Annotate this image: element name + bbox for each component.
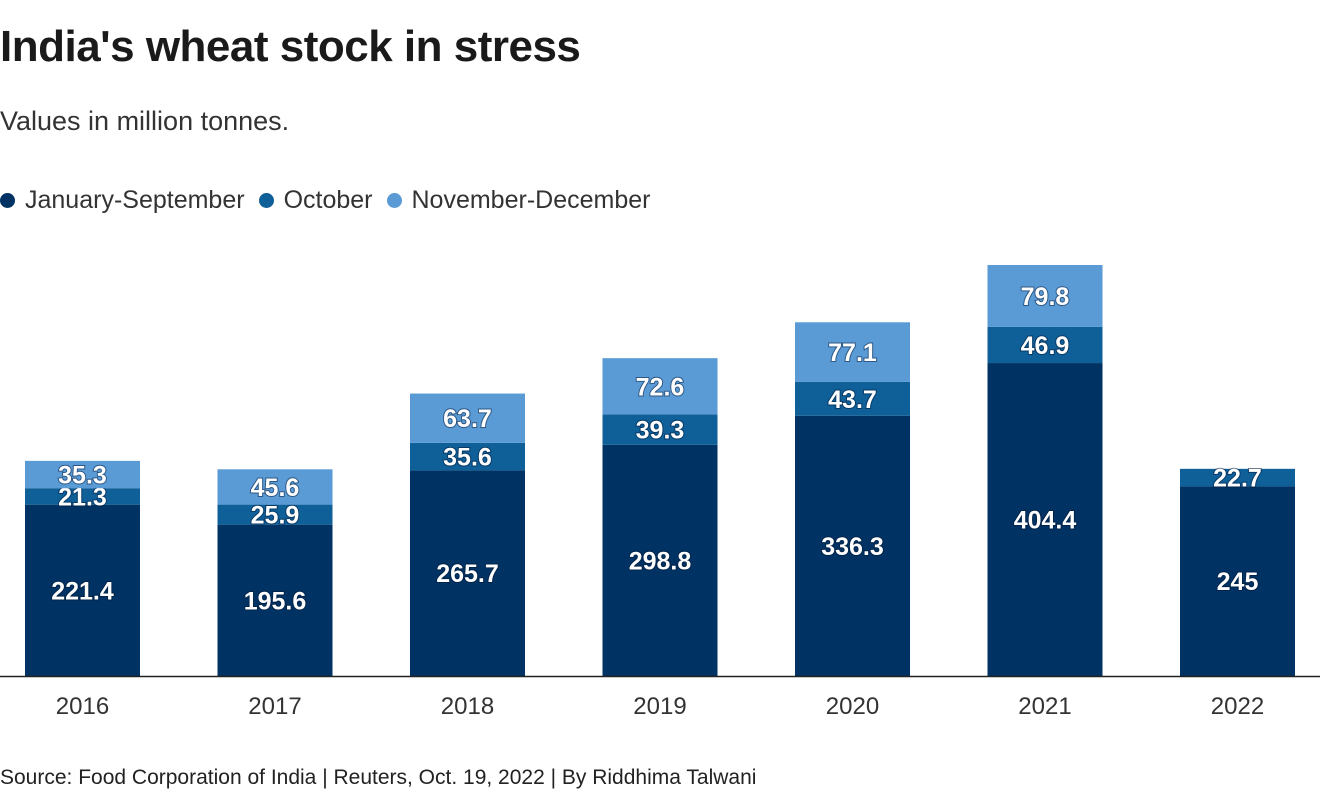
x-tick-label: 2020 — [826, 693, 879, 720]
bar-segment — [217, 469, 333, 505]
legend-swatch — [258, 193, 274, 208]
x-tick-label: 2016 — [56, 693, 109, 720]
x-tick-label: 2019 — [633, 693, 686, 720]
bar-segment — [25, 504, 140, 676]
data-label: 298.8 — [629, 547, 692, 575]
x-tick-label: 2021 — [1018, 693, 1071, 720]
data-label: 72.6 — [636, 373, 685, 401]
chart-title: India's wheat stock in stress — [0, 22, 581, 71]
bar-segment — [602, 414, 718, 445]
bar-segment — [217, 524, 333, 676]
legend-label: January-September — [25, 186, 245, 214]
x-tick-label: 2017 — [248, 693, 301, 720]
bar-segment — [25, 460, 140, 489]
data-label: 35.3 — [58, 462, 107, 490]
legend-item-nov-dec: November-December — [386, 186, 651, 215]
data-label: 404.4 — [1014, 507, 1077, 535]
bar-segment — [795, 415, 910, 676]
data-label: 45.6 — [251, 474, 300, 502]
bar-segment — [602, 444, 718, 676]
legend: January-September October November-Decem… — [0, 186, 650, 215]
bar-segment — [410, 393, 525, 443]
legend-swatch — [386, 193, 402, 208]
data-label: 336.3 — [821, 533, 884, 561]
data-label: 22.7 — [1213, 465, 1262, 493]
bar-segment — [410, 442, 525, 471]
x-tick-label: 2018 — [441, 693, 494, 720]
legend-label: October — [283, 186, 373, 214]
bar-segment — [410, 470, 525, 676]
data-label: 79.8 — [1021, 283, 1070, 311]
bar-segment — [795, 381, 910, 416]
legend-swatch — [0, 193, 15, 208]
bar-segment — [795, 322, 910, 382]
x-tick-label: 2022 — [1211, 693, 1264, 720]
bar-segment — [987, 363, 1103, 676]
bar-segment — [1180, 468, 1295, 487]
bar-segment — [1180, 486, 1295, 676]
chart-subtitle: Values in million tonnes. — [0, 106, 290, 136]
data-label: 39.3 — [636, 417, 685, 445]
bar-segment — [602, 358, 718, 415]
bar-segment — [987, 265, 1103, 327]
bar-segment — [987, 326, 1103, 364]
legend-item-october: October — [258, 186, 373, 215]
bar-chart: 221.421.335.32016195.625.945.62017265.73… — [0, 265, 1320, 720]
legend-label: November-December — [411, 186, 651, 214]
source-note: Source: Food Corporation of India | Reut… — [0, 766, 757, 789]
data-label: 43.7 — [828, 386, 877, 414]
data-label: 77.1 — [828, 339, 877, 367]
legend-item-jan-sep: January-September — [0, 186, 245, 215]
data-label: 63.7 — [443, 405, 492, 433]
bar-segment — [25, 488, 140, 505]
data-label: 245 — [1217, 568, 1259, 596]
data-label: 25.9 — [251, 502, 300, 530]
data-label: 35.6 — [443, 444, 492, 472]
data-label: 46.9 — [1021, 332, 1070, 360]
data-label: 221.4 — [51, 577, 114, 605]
data-label: 265.7 — [436, 560, 499, 588]
data-label: 195.6 — [244, 587, 307, 615]
bar-segment — [217, 504, 333, 525]
